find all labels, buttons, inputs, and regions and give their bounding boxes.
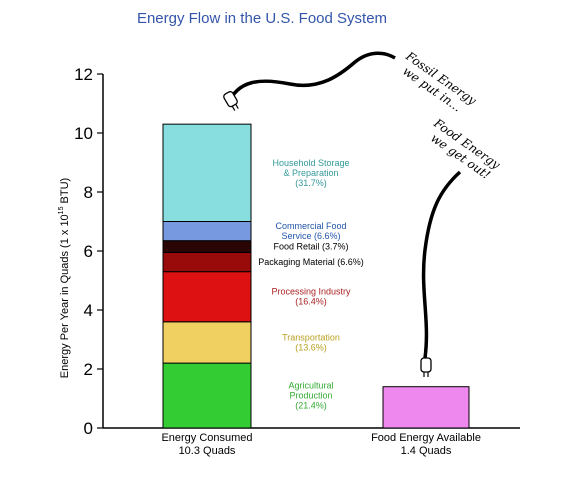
food-energy-bar — [382, 386, 470, 429]
bar-segment — [162, 123, 252, 222]
y-tick-label: 6 — [84, 242, 93, 261]
segment-label: Packaging Material (6.6%) — [258, 257, 364, 267]
segment-label-line: (31.7%) — [295, 178, 327, 188]
annotation-fossil-energy: Fossil Energy we put in... — [394, 48, 482, 121]
food-energy-cord — [421, 170, 462, 359]
bar-segment — [162, 362, 252, 429]
food-energy-plug-icon — [420, 170, 462, 377]
y-tick-label: 8 — [84, 183, 93, 202]
bars — [162, 123, 470, 429]
x-category-label: Food Energy Available — [371, 432, 481, 444]
segment-label-line: Packaging Material (6.6%) — [258, 257, 364, 267]
y-axis-label: Energy Per Year in Quads (1 x 1015 BTU) — [58, 178, 71, 378]
segment-label-line: (13.6%) — [295, 342, 327, 352]
y-tick-label: 12 — [74, 65, 93, 84]
y-axis-label-end: BTU) — [59, 178, 71, 207]
segment-label: Transportation (13.6%) — [282, 332, 340, 352]
y-tick-label: 4 — [84, 301, 93, 320]
fossil-energy-plug-icon — [223, 51, 396, 111]
segment-label-line: & Preparation — [283, 168, 338, 178]
segment-label: Household Storage & Preparation (31.7%) — [272, 158, 349, 188]
bar-segment — [162, 251, 252, 273]
svg-text:Fossil Energy we put i: Fossil Energy we put in... — [394, 48, 482, 121]
y-axis-label-main: Energy Per Year in Quads (1 x 10 — [59, 214, 71, 378]
bar-segment — [162, 321, 252, 364]
y-tick-label: 10 — [74, 124, 93, 143]
bar-segment — [162, 240, 252, 253]
segment-label: Food Retail (3.7%) — [273, 242, 348, 252]
y-tick-label: 0 — [84, 419, 93, 438]
plug-head-bottom — [420, 357, 432, 377]
segment-label-line: (16.4%) — [295, 297, 327, 307]
x-category-label: Energy Consumed — [161, 432, 252, 444]
segment-label: Commercial Food Service (6.6%) — [275, 221, 346, 241]
segment-label: Agricultural Production (21.4%) — [288, 381, 333, 411]
x-category-sublabel: 10.3 Quads — [179, 445, 236, 457]
segment-label-line: (21.4%) — [295, 401, 327, 411]
annotation-food-energy: Food Energy we get out! — [422, 115, 505, 185]
segment-label-line: Food Retail (3.7%) — [273, 242, 348, 252]
segment-label-line: Agricultural — [288, 381, 333, 391]
segment-label-line: Transportation — [282, 332, 340, 342]
segment-label-line: Processing Industry — [271, 287, 351, 297]
segment-label-line: Commercial Food — [275, 221, 346, 231]
segment-label-line: Service (6.6%) — [281, 231, 340, 241]
x-category-sublabel: 1.4 Quads — [401, 445, 452, 457]
bar-segment — [162, 271, 252, 323]
segment-label-line: Production — [289, 391, 332, 401]
fossil-energy-cord — [226, 51, 396, 105]
segment-labels: Agricultural Production (21.4%) Transportat… — [258, 158, 364, 411]
svg-text:Energy Per Year in Quads (1 x: Energy Per Year in Quads (1 x 1015 BTU) — [58, 178, 71, 378]
y-axis-label-superscript: 15 — [58, 206, 65, 214]
segment-label: Processing Industry (16.4%) — [271, 287, 351, 307]
plug-head-top — [223, 91, 239, 111]
bar-segment — [162, 221, 252, 242]
chart-title: Energy Flow in the U.S. Food System — [137, 10, 387, 27]
svg-text:Food Energy we get out: Food Energy we get out! — [422, 115, 505, 185]
segment-label-line: Household Storage — [272, 158, 349, 168]
y-tick-label: 2 — [84, 360, 93, 379]
